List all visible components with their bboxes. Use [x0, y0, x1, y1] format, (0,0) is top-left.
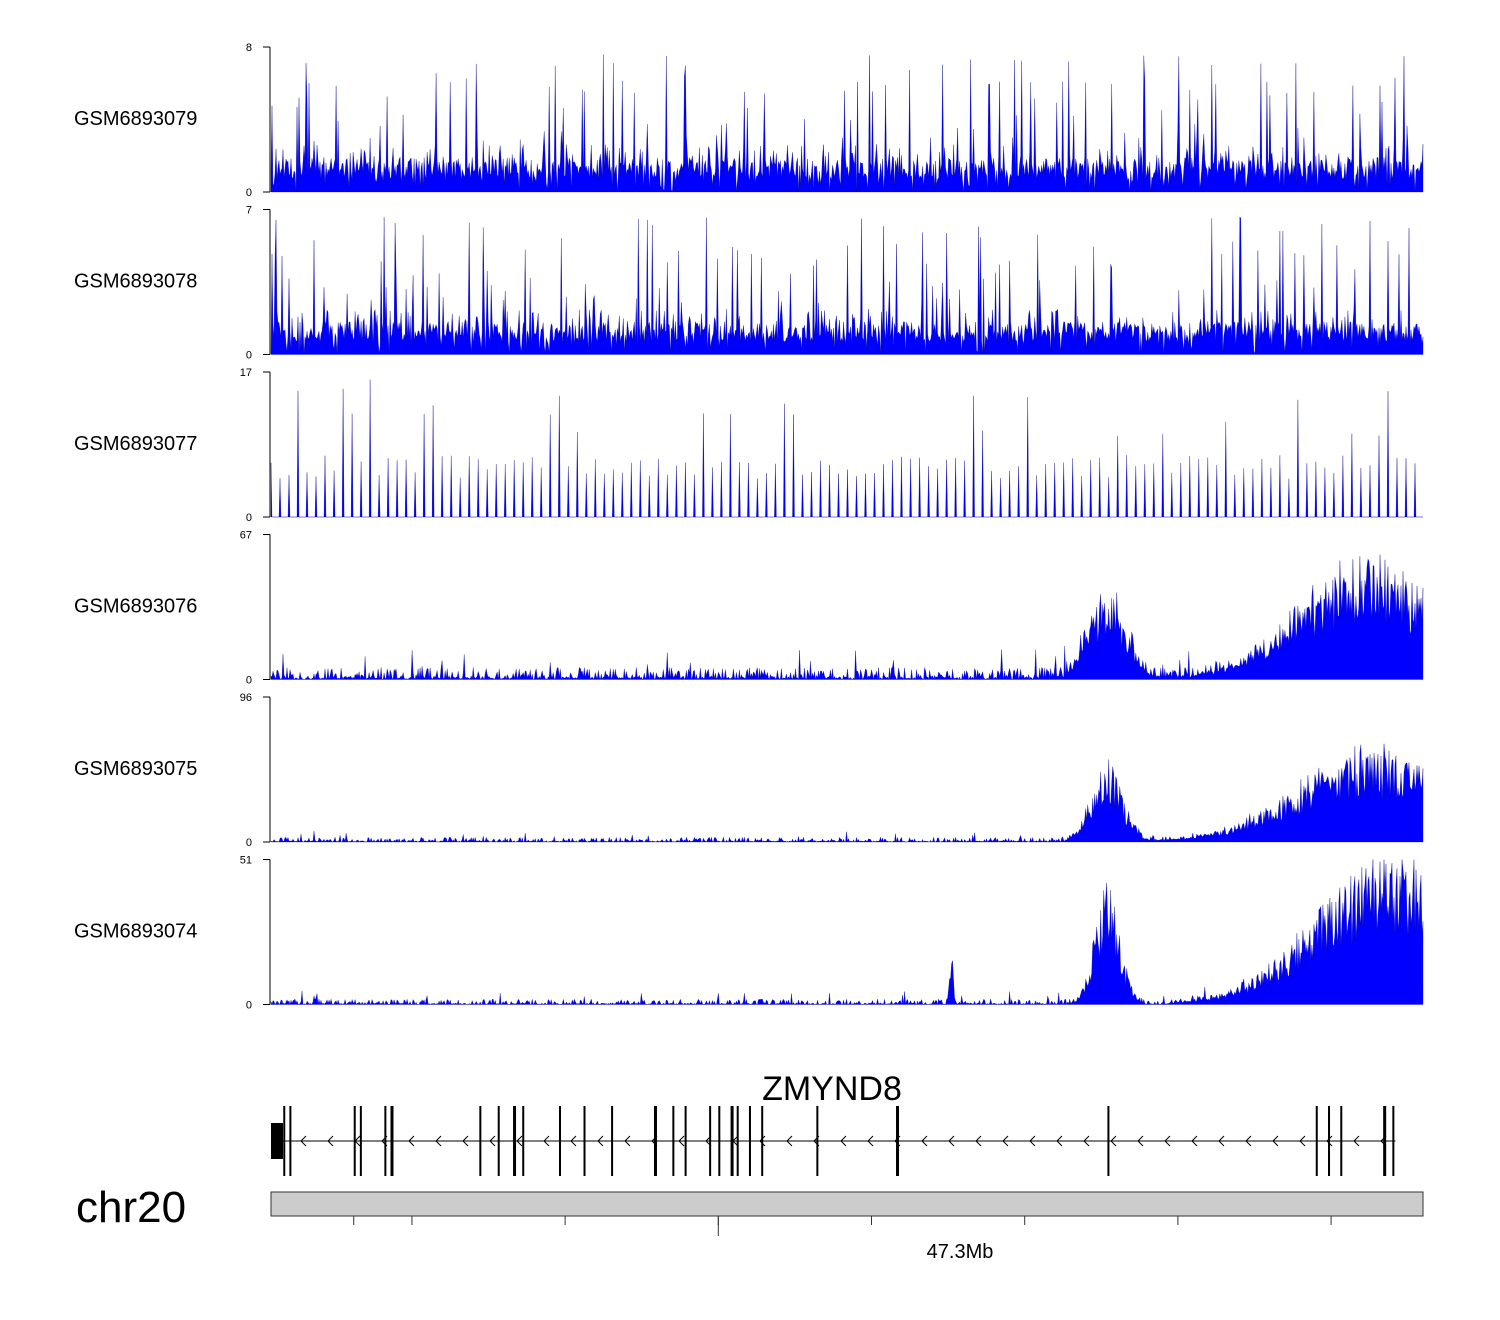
gene-exon	[283, 1106, 286, 1176]
strand-arrow	[948, 1135, 955, 1147]
gene-exon	[611, 1106, 614, 1176]
gene-exon	[1107, 1106, 1110, 1176]
gene-exon	[359, 1106, 362, 1176]
strand-arrow	[1245, 1135, 1252, 1147]
y-tick-max-label: 96	[240, 692, 252, 704]
gene-exon	[718, 1106, 721, 1176]
strand-arrow	[1056, 1135, 1063, 1147]
gene-exon	[816, 1106, 819, 1176]
strand-arrow	[300, 1135, 307, 1147]
track-label: GSM6893074	[74, 921, 197, 943]
gene-exon	[1383, 1106, 1387, 1176]
strand-arrow	[921, 1135, 928, 1147]
y-tick-min-label: 0	[246, 350, 252, 362]
gene-exon	[653, 1106, 657, 1176]
strand-arrow	[759, 1135, 766, 1147]
track-label: GSM6893079	[74, 108, 197, 130]
chromosome-bar	[270, 1191, 1424, 1217]
strand-arrow	[1353, 1135, 1360, 1147]
gene-exon	[761, 1106, 764, 1176]
strand-arrow	[435, 1135, 442, 1147]
gene-exon	[748, 1106, 751, 1176]
gene-exon	[513, 1106, 517, 1176]
gene-exon	[353, 1106, 356, 1176]
y-tick-max-label: 17	[240, 367, 252, 379]
gene-exon	[736, 1106, 739, 1176]
signal-area	[270, 216, 1424, 355]
strand-arrow	[867, 1135, 874, 1147]
strand-arrow	[408, 1135, 415, 1147]
gene-exon	[289, 1106, 292, 1176]
strand-arrow	[516, 1135, 523, 1147]
y-tick-max-label: 7	[246, 205, 252, 217]
y-tick-max-label: 51	[240, 855, 252, 867]
gene-exon	[730, 1106, 734, 1176]
y-tick-max-label: 8	[246, 42, 252, 54]
signal-area	[270, 743, 1424, 843]
strand-arrow	[1110, 1135, 1117, 1147]
gene-exon	[559, 1106, 561, 1176]
track-label: GSM6893078	[74, 271, 197, 293]
gene-exon	[390, 1106, 394, 1176]
gene-exon	[684, 1106, 687, 1176]
gene-exon	[271, 1123, 283, 1159]
gene-exon	[1340, 1106, 1343, 1176]
gene-exon	[497, 1106, 500, 1176]
strand-arrow	[1029, 1135, 1036, 1147]
strand-arrow	[597, 1135, 604, 1147]
strand-arrow	[678, 1135, 685, 1147]
strand-arrow	[1272, 1135, 1279, 1147]
y-tick-min-label: 0	[246, 512, 252, 524]
strand-arrow	[1137, 1135, 1144, 1147]
gene-label: ZMYND8	[762, 1070, 902, 1108]
strand-arrow	[1218, 1135, 1225, 1147]
track-label: GSM6893077	[74, 433, 197, 455]
strand-arrow	[624, 1135, 631, 1147]
strand-arrow	[462, 1135, 469, 1147]
signal-area	[270, 379, 1423, 518]
y-tick-max-label: 67	[240, 530, 252, 542]
strand-arrow	[1191, 1135, 1198, 1147]
strand-arrow	[543, 1135, 550, 1147]
gene-exon	[1328, 1106, 1331, 1176]
gene-exon	[709, 1106, 712, 1176]
signal-area	[270, 54, 1424, 193]
gene-exon	[522, 1106, 525, 1176]
track-label: GSM6893075	[74, 758, 197, 780]
track-label: GSM6893076	[74, 596, 197, 618]
strand-arrow	[1002, 1135, 1009, 1147]
gene-exon	[1315, 1106, 1318, 1176]
strand-arrow	[1299, 1135, 1306, 1147]
chromosome-label: chr20	[76, 1183, 186, 1232]
strand-arrow	[975, 1135, 982, 1147]
gene-exon	[384, 1106, 387, 1176]
gene-exon	[672, 1106, 675, 1176]
strand-arrow	[1164, 1135, 1171, 1147]
signal-area	[270, 859, 1424, 1005]
gene-exon	[479, 1106, 482, 1176]
axis-tick-label: 47.3Mb	[927, 1241, 994, 1263]
strand-arrow	[1083, 1135, 1090, 1147]
strand-arrow	[840, 1135, 847, 1147]
y-tick-min-label: 0	[246, 837, 252, 849]
gene-exon	[583, 1106, 586, 1176]
y-tick-min-label: 0	[246, 1000, 252, 1012]
y-tick-min-label: 0	[246, 675, 252, 687]
strand-arrow	[786, 1135, 793, 1147]
gene-exon	[1392, 1106, 1395, 1176]
strand-arrow	[327, 1135, 334, 1147]
y-tick-min-label: 0	[246, 187, 252, 199]
strand-arrow	[1326, 1135, 1333, 1147]
strand-arrow	[570, 1135, 577, 1147]
strand-arrow	[489, 1135, 496, 1147]
gene-exon	[896, 1106, 900, 1176]
signal-area	[270, 554, 1424, 681]
